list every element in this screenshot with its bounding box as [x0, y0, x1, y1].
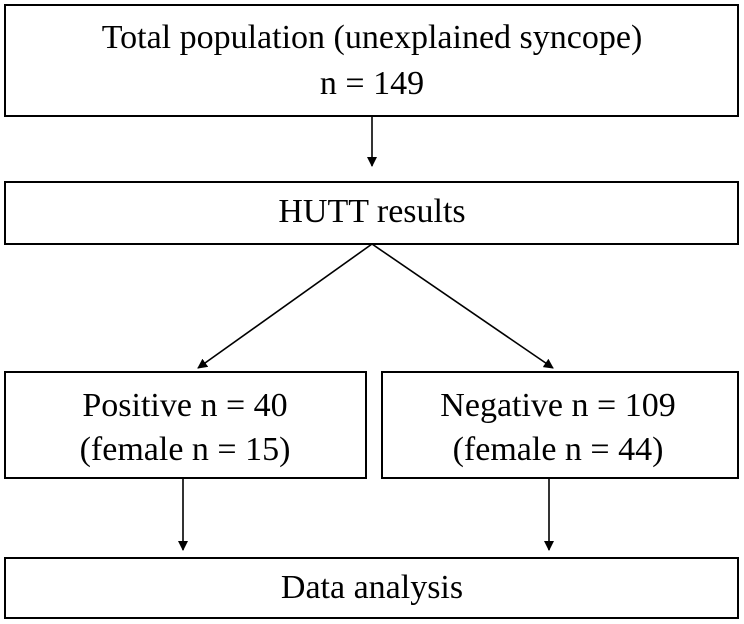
node-text: Total population (unexplained syncope)	[102, 19, 643, 56]
hutt-box	[4, 181, 739, 245]
arrow	[371, 243, 554, 369]
positive-box	[4, 371, 367, 479]
node-text: (female n = 15)	[80, 431, 291, 468]
analysis-box	[4, 557, 739, 619]
arrow	[197, 243, 373, 369]
node-text: Negative n = 109	[440, 387, 675, 424]
node-text: Data analysis	[281, 569, 463, 606]
node-text: n = 149	[320, 65, 424, 102]
negative-box	[381, 371, 739, 479]
population-box	[4, 4, 739, 117]
node-text: (female n = 44)	[453, 431, 664, 468]
node-text: Positive n = 40	[82, 387, 287, 424]
node-text: HUTT results	[278, 193, 465, 230]
